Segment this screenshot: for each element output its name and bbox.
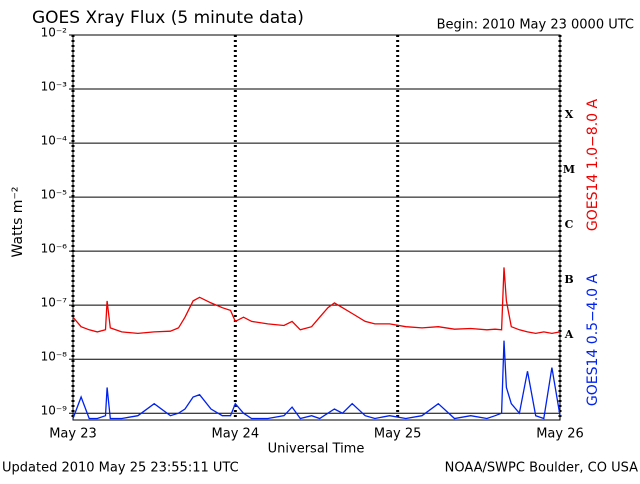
x-axis-label: Universal Time: [268, 442, 365, 457]
footer-right: NOAA/SWPC Boulder, CO USA: [445, 461, 638, 476]
y-tick-label: 10⁻⁷: [41, 296, 68, 310]
y-axis-label: Watts m⁻²: [10, 187, 26, 258]
plot-frame: [72, 34, 561, 421]
footer-left: Updated 2010 May 25 23:55:11 UTC: [2, 461, 239, 476]
legend-label: GOES14 1.0−8.0 A: [585, 99, 601, 232]
y-tick-label: 10⁻⁶: [41, 242, 68, 256]
flare-class-label: M: [563, 163, 575, 176]
y-tick-label: 10⁻³: [41, 80, 68, 94]
x-tick-label: May 25: [374, 427, 422, 442]
flare-class-label: B: [564, 273, 573, 286]
series-line: [72, 267, 561, 335]
flare-class-label: X: [565, 108, 574, 121]
chart-subtitle: Begin: 2010 May 23 0000 UTC: [437, 18, 634, 33]
y-tick-label: 10⁻⁹: [41, 404, 68, 418]
y-tick-label: 10⁻⁵: [41, 188, 68, 202]
chart-title: GOES Xray Flux (5 minute data): [32, 8, 304, 28]
flare-class-label: C: [565, 218, 574, 231]
flare-class-label: A: [564, 328, 574, 341]
x-tick-label: May 23: [49, 427, 97, 442]
y-tick-label: 10⁻²: [41, 26, 68, 40]
x-tick-label: May 24: [212, 427, 260, 442]
x-tick-label: May 26: [536, 427, 584, 442]
legend-label: GOES14 0.5−4.0 A: [585, 274, 601, 407]
series-line: [72, 340, 561, 420]
y-tick-label: 10⁻⁸: [41, 350, 68, 364]
y-tick-label: 10⁻⁴: [41, 134, 68, 148]
